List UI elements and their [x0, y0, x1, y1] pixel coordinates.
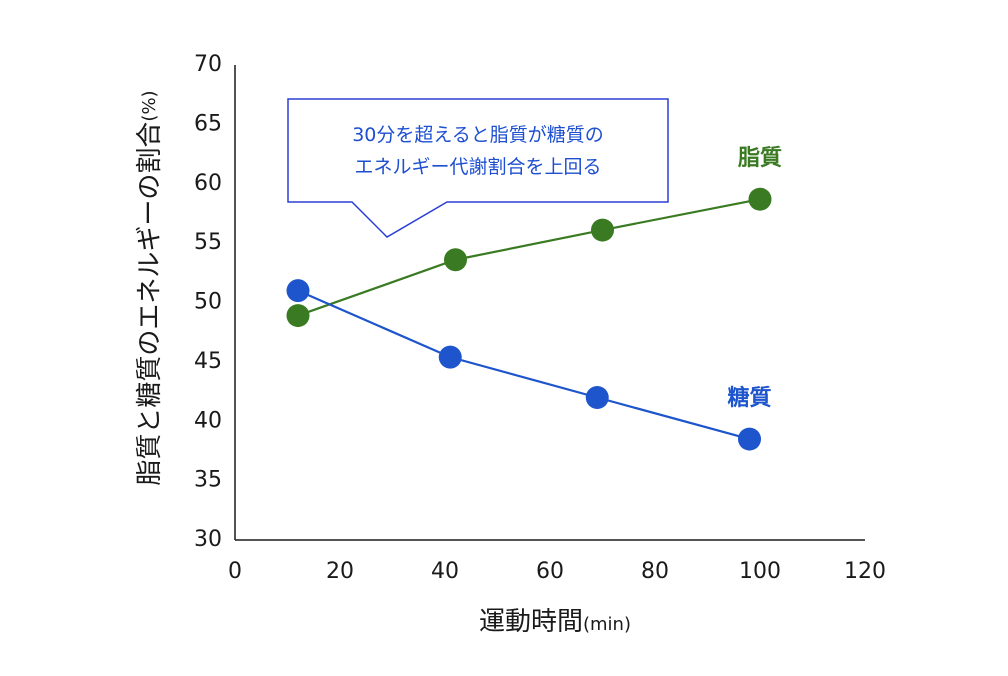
- y-tick-label: 40: [194, 408, 222, 433]
- y-axis-unit: (%): [139, 90, 160, 121]
- callout-line-2: エネルギー代謝割合を上回る: [354, 156, 601, 178]
- series-0: 脂質: [286, 145, 782, 328]
- x-tick-label: 100: [739, 559, 781, 584]
- y-axis-title: 脂質と糖質のエネルギーの割合(%): [135, 90, 165, 485]
- series-line: [297, 289, 750, 441]
- y-tick-label: 35: [194, 468, 222, 493]
- series-1: 糖質: [286, 279, 772, 451]
- x-tick-label: 40: [431, 559, 459, 584]
- y-tick-label: 45: [194, 349, 222, 374]
- y-tick-label: 65: [194, 111, 222, 136]
- y-tick-label: 55: [194, 230, 222, 255]
- series-label: 脂質: [738, 145, 782, 171]
- data-point: [286, 304, 310, 328]
- y-tick-label: 70: [194, 52, 222, 77]
- x-tick-label: 0: [228, 559, 242, 584]
- x-tick-label: 80: [641, 559, 669, 584]
- x-tick-label: 60: [536, 559, 564, 584]
- x-tick-labels: 0 20 40 60 80 100 120: [228, 559, 886, 584]
- data-point: [585, 386, 609, 409]
- data-point: [286, 279, 310, 303]
- x-axis-title-text: 運動時間: [479, 607, 583, 637]
- y-tick-label: 30: [194, 527, 222, 552]
- y-tick-label: 50: [194, 290, 222, 315]
- data-point: [444, 248, 467, 272]
- annotation-callout: 30分を超えると脂質が糖質の エネルギー代謝割合を上回る: [287, 98, 669, 238]
- callout-box: [287, 98, 669, 238]
- x-axis-title: 運動時間(min): [479, 607, 631, 637]
- y-axis-title-text: 脂質と糖質のエネルギーの割合: [135, 122, 165, 486]
- data-point: [748, 187, 772, 211]
- data-point: [591, 218, 614, 242]
- callout-line-1: 30分を超えると脂質が糖質の: [352, 124, 604, 146]
- y-tick-label: 60: [194, 171, 222, 196]
- x-axis-unit: (min): [583, 614, 631, 635]
- series-line: [297, 198, 761, 317]
- series-label: 糖質: [727, 385, 771, 411]
- x-tick-label: 20: [326, 559, 354, 584]
- x-tick-label: 120: [844, 559, 886, 584]
- data-point: [738, 427, 761, 451]
- axes: [234, 65, 865, 541]
- data-point: [438, 345, 462, 369]
- y-tick-labels: 30 35 40 45 50 55 60 65 70: [194, 52, 222, 552]
